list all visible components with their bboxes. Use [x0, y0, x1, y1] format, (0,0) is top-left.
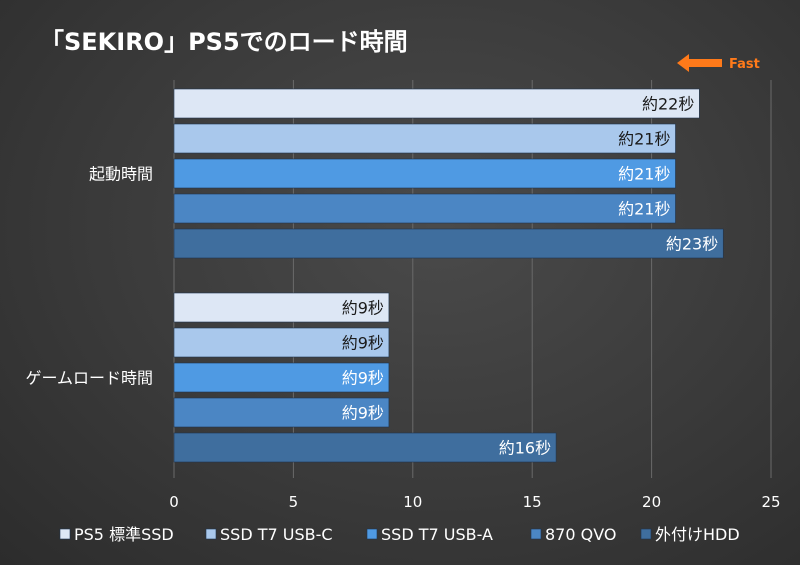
- fast-label: Fast: [729, 57, 760, 72]
- bar: [173, 292, 390, 323]
- x-tick-label: 20: [642, 493, 661, 511]
- x-tick-label: 25: [761, 493, 780, 511]
- legend-entry: PS5 標準SSD: [74, 525, 174, 544]
- x-tick-label: 15: [523, 493, 542, 511]
- legend-swatch: [59, 528, 71, 540]
- bar-value-label: 約21秒: [618, 165, 670, 184]
- bar-value-label: 約22秒: [642, 95, 694, 114]
- fast-annotation: Fast: [677, 54, 760, 72]
- bar-value-label: 約16秒: [499, 439, 551, 458]
- bar-value-label: 約9秒: [342, 369, 384, 388]
- x-tick-label: 5: [289, 493, 299, 511]
- bar: [173, 327, 390, 358]
- bar: [173, 158, 676, 189]
- bar: [173, 123, 676, 154]
- bar-value-label: 約23秒: [666, 235, 718, 254]
- x-tick-label: 0: [169, 493, 179, 511]
- bar-value-label: 約9秒: [342, 299, 384, 318]
- category-label: ゲームロード時間: [25, 369, 153, 388]
- bar-value-label: 約9秒: [342, 404, 384, 423]
- legend-swatch: [205, 528, 217, 540]
- bar: [173, 362, 390, 393]
- bar-value-label: 約21秒: [618, 200, 670, 219]
- legend-entry: 外付けHDD: [655, 525, 740, 544]
- bar-value-label: 約9秒: [342, 334, 384, 353]
- bar: [173, 432, 557, 463]
- x-axis-ticks: 0 5 10 15 20 25: [169, 493, 780, 511]
- legend-entry: 870 QVO: [545, 525, 616, 544]
- bar: [173, 228, 724, 259]
- bar: [173, 88, 700, 119]
- bar: [173, 193, 676, 224]
- legend-swatch: [366, 528, 378, 540]
- x-tick-label: 10: [403, 493, 422, 511]
- category-label: 起動時間: [89, 165, 153, 184]
- legend-swatch: [640, 528, 652, 540]
- bar-value-label: 約21秒: [618, 130, 670, 149]
- legend-swatch: [530, 528, 542, 540]
- legend: PS5 標準SSD SSD T7 USB-C SSD T7 USB-A 870 QVO…: [59, 525, 740, 544]
- chart-title: 「SEKIRO」PS5でのロード時間: [40, 28, 408, 56]
- legend-entry: SSD T7 USB-C: [220, 525, 333, 544]
- legend-entry: SSD T7 USB-A: [381, 525, 493, 544]
- bar: [173, 397, 390, 428]
- fast-arrow-icon: [677, 54, 722, 72]
